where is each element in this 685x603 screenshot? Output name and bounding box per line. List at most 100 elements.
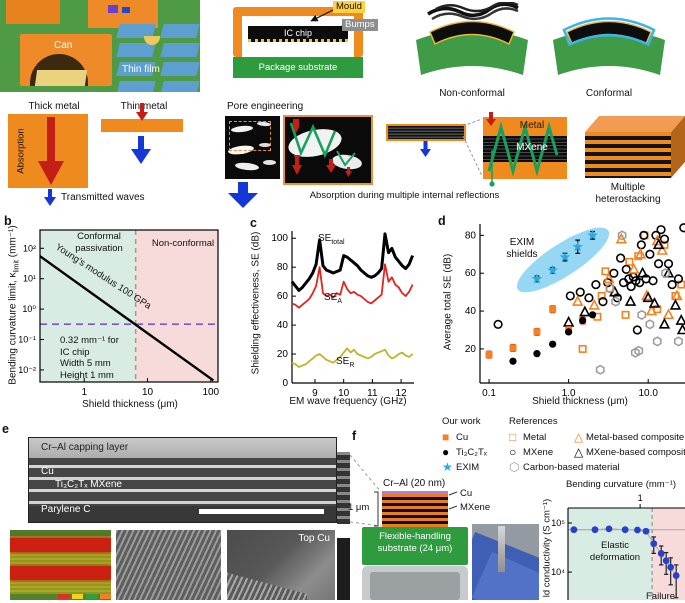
circle-open-icon: ○: [509, 445, 517, 459]
svg-text:100: 100: [202, 387, 219, 398]
chart-d-plot: 0.1 1.0 10.0 20 40 60 80: [465, 223, 685, 399]
sem-cross-section: Cr–Al capping layer Cu Ti₃C₂Tₓ MXene Par…: [28, 437, 337, 523]
svg-text:1: 1: [81, 387, 87, 398]
svg-text:10⁴: 10⁴: [551, 567, 565, 577]
conformal-diagram: Conformal: [543, 2, 675, 102]
thin-film-tiles: Thin film: [116, 24, 200, 92]
panel-label-e: e: [2, 422, 9, 436]
blue-arrow-bar: [420, 141, 431, 157]
absorption-label: Absorption: [15, 128, 27, 174]
bumps-tag: Bumps: [342, 19, 378, 31]
parylene-label: Parylene C: [41, 504, 91, 515]
circle-filled-icon: ●: [442, 445, 450, 459]
g-region-failure: Failure: [646, 591, 676, 602]
b-region-nonconformal: Non-conformal: [151, 238, 215, 249]
svg-text:60: 60: [277, 291, 289, 302]
eds-map-image: [10, 530, 111, 600]
g-top-axis-label: Bending curvature (mm⁻¹): [565, 479, 677, 490]
g-region-elastic: Elastic deformation: [589, 540, 641, 563]
panel-label-d: d: [438, 214, 446, 228]
svg-text:10⁰: 10⁰: [22, 304, 36, 314]
svg-text:0.1: 0.1: [482, 388, 496, 399]
c-label-se-r: SER: [336, 356, 355, 369]
legend-exim: ★ EXIM: [442, 460, 480, 474]
solder-dot: [144, 36, 160, 45]
svg-text:60: 60: [465, 268, 477, 279]
triangle-open-icon: △: [574, 430, 584, 444]
f-cr-al-label: Cr–Al (20 nm): [383, 478, 446, 489]
hexagon-open-icon: ⬡: [509, 460, 520, 474]
legend-cu: ■ Cu: [442, 430, 469, 444]
red-arrow-thick: [38, 117, 64, 185]
f-stack: [382, 491, 448, 527]
b-x-axis-label: Shield thickness (μm): [82, 399, 178, 410]
film-photo: [362, 566, 468, 600]
chip-marking: [108, 5, 118, 13]
blue-arrow-thin: [131, 136, 151, 164]
legend-metal-composite: △ Metal-based composite: [574, 430, 685, 444]
svg-text:40: 40: [465, 306, 477, 317]
d-highlight-label: EXIM shields: [506, 237, 538, 260]
thick-metal-label: Thick metal: [28, 101, 80, 112]
pore-engineering-label: Pore engineering: [227, 101, 304, 112]
svg-text:10⁻²: 10⁻²: [18, 365, 36, 375]
f-sem-strip: [337, 452, 350, 524]
chip-marking: [122, 7, 130, 13]
b-note: 0.32 mm⁻¹ for IC chip Width 5 mm Height …: [60, 335, 119, 381]
f-dark-strip: [337, 538, 350, 600]
can-shield: Can: [20, 28, 116, 90]
svg-text:12: 12: [396, 388, 408, 399]
red-arrow-thin: [136, 103, 148, 121]
package-substrate: Package substrate: [233, 57, 363, 78]
metal-layer-label: Metal: [519, 120, 545, 131]
svg-text:10⁵: 10⁵: [551, 518, 565, 528]
c-y-axis-label: Shielding effectiveness, SE (dB): [250, 231, 262, 375]
cr-al-capping-label: Cr–Al capping layer: [41, 442, 129, 453]
svg-text:10: 10: [142, 387, 154, 398]
c-x-axis-label: EM wave frequency (GHz): [289, 396, 407, 407]
chip-under-can: [34, 70, 88, 86]
f-scale-label: 1 μm: [348, 502, 370, 513]
metal-mxene-zoom: Metal MXene: [483, 117, 567, 179]
nonconformal-diagram: Non-conformal: [406, 2, 538, 102]
legend-metal: □ Metal: [509, 430, 547, 444]
legend-our-work-header: Our work: [442, 416, 481, 427]
svg-text:100: 100: [271, 233, 288, 244]
mxene-layer-label: MXene: [516, 142, 548, 153]
svg-text:10: 10: [338, 388, 350, 399]
panel-label-b: b: [4, 214, 12, 228]
ic-chip: IC chip: [248, 26, 348, 42]
can-label: Can: [54, 40, 73, 51]
svg-text:1.0: 1.0: [562, 388, 576, 399]
d-y-axis-label: Average total SE (dB): [442, 253, 454, 351]
svg-text:11: 11: [367, 388, 378, 399]
legend-carbon: ⬡ Carbon-based material: [509, 460, 620, 474]
legend-mxene: ○ MXene: [509, 445, 554, 459]
pore-zoom-image: [283, 115, 373, 185]
chart-g-plot: 1 10⁴ 10⁵: [551, 493, 685, 600]
legend-ti3c2tx: ● Ti₃C₂Tₓ: [442, 445, 487, 459]
svg-text:0: 0: [282, 378, 288, 389]
pore-zoom-box: [229, 121, 271, 151]
chart-c-plot: 9 10 11 12 0 20 40 60 80 100: [271, 231, 414, 399]
eds-legend-green: [86, 594, 97, 599]
package-3d-photo: Can Thin film: [0, 0, 200, 92]
scale-bar: [199, 509, 324, 514]
c-label-se-a: SEA: [324, 292, 343, 305]
square-filled-icon: ■: [442, 430, 450, 444]
eds-legend-yellow: [72, 594, 83, 599]
glove-photo: [472, 524, 539, 600]
zigzag-reflection: [487, 121, 559, 177]
square-open-icon: □: [509, 430, 517, 444]
svg-text:10⁻¹: 10⁻¹: [18, 335, 36, 345]
svg-text:20: 20: [277, 349, 289, 360]
d-x-axis-label: Shield thickness (μm): [532, 396, 628, 407]
package-substrate-label: Package substrate: [258, 62, 338, 73]
nonconformal-label: Non-conformal: [439, 88, 505, 99]
svg-text:40: 40: [277, 320, 289, 331]
blue-arrow-transmitted: [44, 189, 56, 206]
triangle-open-icon: △: [574, 445, 584, 459]
star-icon: ★: [442, 460, 453, 474]
mould-tag: Mould: [333, 1, 365, 13]
svg-text:9: 9: [312, 388, 318, 399]
